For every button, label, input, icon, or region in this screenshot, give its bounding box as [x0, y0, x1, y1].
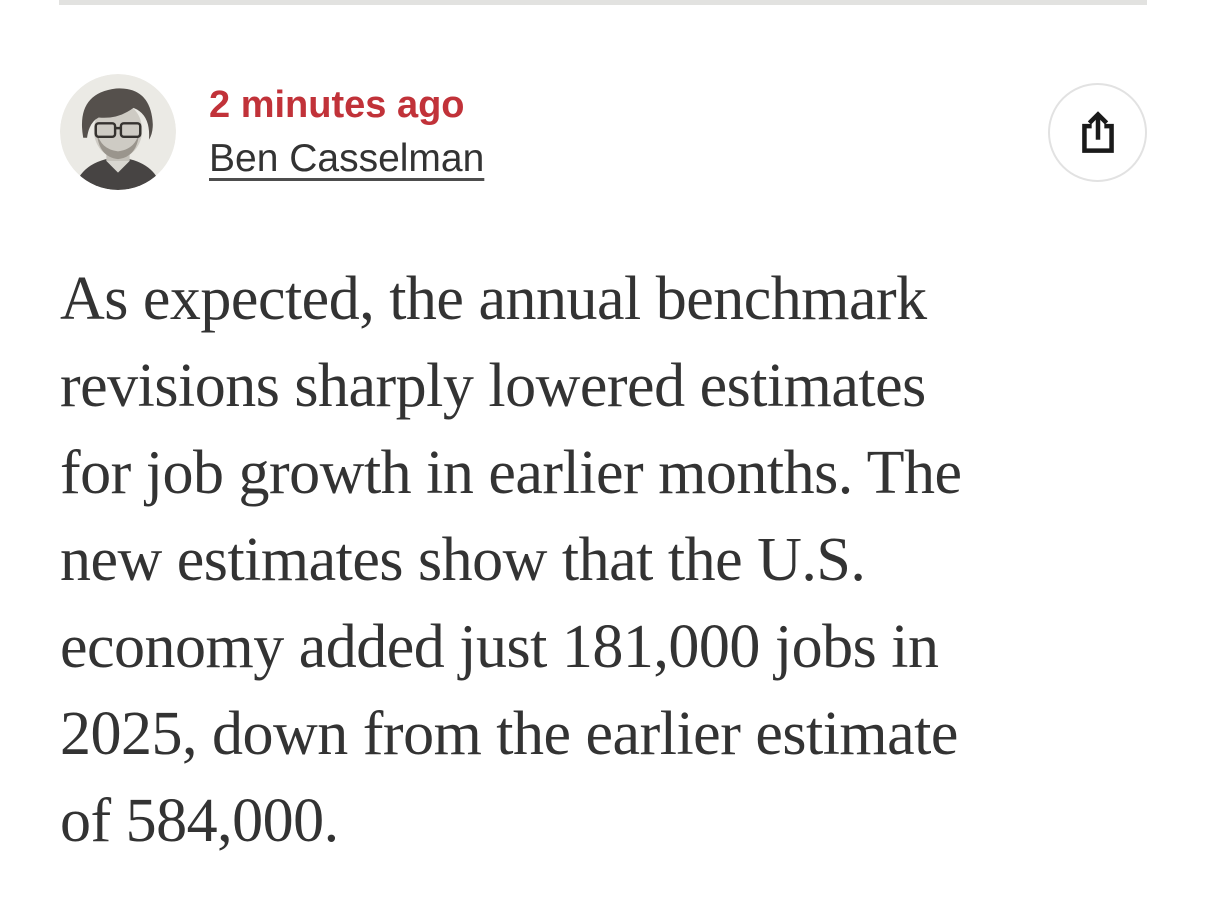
- share-button[interactable]: [1048, 82, 1147, 182]
- post-header: 2 minutes ago Ben Casselman: [60, 74, 1147, 190]
- author-avatar[interactable]: [60, 74, 176, 190]
- share-icon: [1078, 109, 1118, 156]
- author-portrait-icon: [60, 74, 176, 190]
- byline-meta: 2 minutes ago Ben Casselman: [209, 84, 484, 181]
- post-timestamp: 2 minutes ago: [209, 83, 465, 126]
- post-divider: [59, 0, 1147, 5]
- author-link[interactable]: Ben Casselman: [209, 136, 485, 180]
- post-body: As expected, the annual benchmark revisi…: [60, 265, 962, 855]
